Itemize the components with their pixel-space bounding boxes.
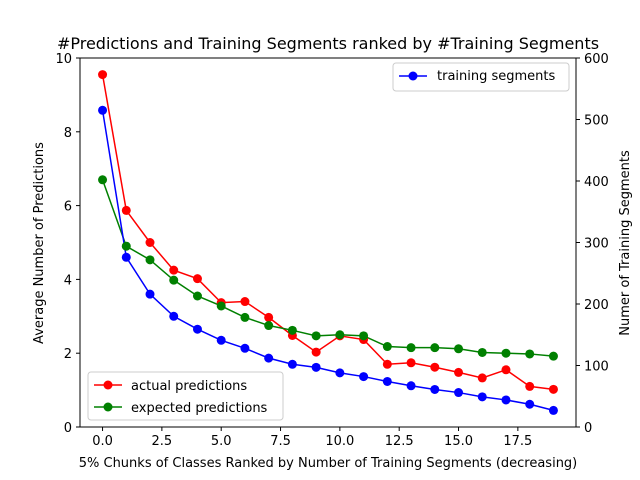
legend-left: actual predictions expected predictions (87, 371, 284, 421)
data-point-training-segments (192, 324, 202, 334)
legend-actual-marker (103, 380, 113, 390)
y-right-tick-label: 500 (584, 114, 609, 129)
x-axis-ticks: 0.0 2.5 5.0 7.5 10.0 12.5 15.0 17.5 (92, 427, 532, 449)
data-point-expected-predictions (287, 325, 297, 335)
x-tick-label: 0.0 (92, 434, 113, 449)
y-right-tick-label: 200 (584, 298, 609, 313)
data-point-expected-predictions (216, 301, 226, 311)
chart-title: #Predictions and Training Segments ranke… (57, 34, 599, 53)
x-tick-label: 15.0 (444, 434, 473, 449)
data-point-training-segments (406, 381, 416, 391)
legend-left-box (87, 371, 284, 421)
data-point-training-segments (216, 335, 226, 345)
data-point-expected-predictions (454, 344, 464, 354)
data-point-actual-predictions (145, 238, 155, 247)
x-tick-label: 7.5 (270, 434, 291, 449)
data-point-expected-predictions (145, 255, 155, 265)
data-point-training-segments (264, 353, 274, 363)
data-point-training-segments (287, 359, 297, 369)
data-point-training-segments (98, 105, 108, 115)
y-left-tick-label: 2 (64, 347, 72, 362)
y-left-tick-label: 10 (55, 52, 72, 67)
data-point-training-segments (311, 362, 321, 372)
data-point-expected-predictions (548, 351, 558, 361)
data-point-training-segments (454, 388, 464, 398)
legend-right-box (392, 62, 570, 92)
x-tick-label: 17.5 (503, 434, 532, 449)
y-left-tick-label: 4 (64, 273, 72, 288)
x-tick-label: 10.0 (325, 434, 354, 449)
data-point-expected-predictions (477, 347, 487, 357)
data-point-expected-predictions (240, 312, 250, 322)
y-right-tick-label: 400 (584, 175, 609, 190)
y-right-tick-label: 300 (584, 237, 609, 252)
data-point-actual-predictions (98, 70, 108, 80)
data-point-actual-predictions (192, 274, 202, 284)
data-point-actual-predictions (311, 347, 321, 357)
data-point-training-segments (477, 392, 487, 402)
legend-actual-label: actual predictions (131, 379, 247, 394)
data-point-expected-predictions (169, 275, 179, 285)
data-point-actual-predictions (430, 362, 440, 372)
data-point-training-segments (145, 289, 155, 299)
data-point-expected-predictions (335, 330, 345, 340)
legend-right: training segments (392, 62, 570, 92)
data-point-training-segments (501, 395, 511, 405)
data-point-expected-predictions (192, 291, 202, 301)
data-point-training-segments (382, 376, 392, 386)
data-point-actual-predictions (406, 358, 416, 368)
x-tick-label: 12.5 (385, 434, 414, 449)
data-point-expected-predictions (406, 343, 416, 353)
data-point-training-segments (169, 311, 179, 321)
data-point-training-segments (430, 384, 440, 394)
data-point-actual-predictions (477, 373, 487, 383)
legend-expected-label: expected predictions (131, 401, 268, 416)
data-point-actual-predictions (121, 205, 131, 215)
y-right-tick-label: 0 (584, 421, 592, 436)
y-left-tick-label: 0 (64, 421, 72, 436)
data-point-expected-predictions (525, 349, 535, 359)
y-left-axis-ticks: 0 2 4 6 8 10 (55, 52, 80, 436)
legend-training-marker (408, 71, 418, 81)
data-point-expected-predictions (264, 321, 274, 331)
data-point-actual-predictions (501, 365, 511, 375)
y-right-axis-label: Numer of Training Segments (618, 150, 633, 336)
x-tick-label: 5.0 (211, 434, 232, 449)
data-point-training-segments (240, 343, 250, 353)
data-point-actual-predictions (548, 384, 558, 394)
data-point-expected-predictions (121, 241, 131, 251)
data-point-actual-predictions (264, 312, 274, 322)
data-point-training-segments (335, 368, 345, 378)
data-point-expected-predictions (501, 348, 511, 358)
y-right-tick-label: 600 (584, 52, 609, 67)
y-right-axis-ticks: 0 100 200 300 400 500 600 (576, 52, 609, 436)
y-right-tick-label: 100 (584, 360, 609, 375)
data-point-actual-predictions (525, 381, 535, 391)
y-left-tick-label: 6 (64, 200, 72, 215)
data-point-expected-predictions (382, 342, 392, 352)
data-point-expected-predictions (359, 331, 369, 341)
data-point-training-segments (548, 405, 558, 415)
data-point-expected-predictions (430, 343, 440, 353)
legend-training-label: training segments (437, 69, 556, 84)
data-point-training-segments (121, 252, 131, 262)
x-tick-label: 2.5 (152, 434, 173, 449)
data-point-actual-predictions (169, 265, 179, 275)
data-point-training-segments (525, 399, 535, 409)
y-left-axis-label: Average Number of Predictions (32, 142, 47, 344)
data-point-actual-predictions (382, 359, 392, 369)
data-point-expected-predictions (98, 175, 108, 185)
legend-expected-marker (103, 402, 113, 412)
plot-markers (98, 70, 558, 415)
y-left-tick-label: 8 (64, 126, 72, 141)
data-point-expected-predictions (311, 331, 321, 341)
data-point-training-segments (359, 372, 369, 382)
data-point-actual-predictions (240, 297, 250, 307)
x-axis-label: 5% Chunks of Classes Ranked by Number of… (79, 456, 578, 471)
data-point-actual-predictions (454, 367, 464, 377)
